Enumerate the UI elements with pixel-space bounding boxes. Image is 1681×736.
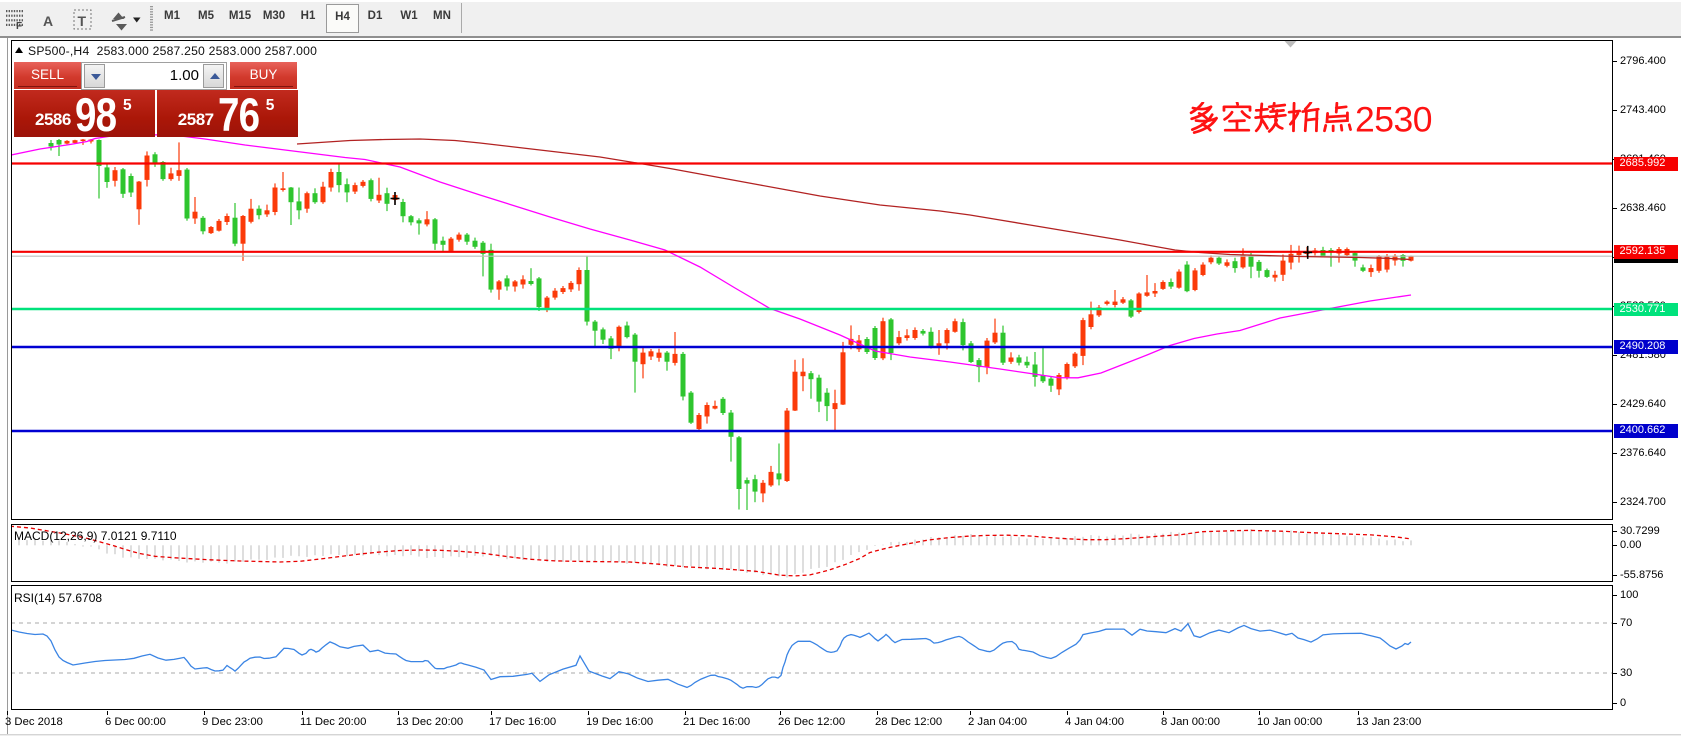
svg-text:2530: 2530 [1355, 102, 1432, 136]
svg-text:F: F [16, 21, 22, 32]
svg-text:A: A [43, 13, 53, 29]
svg-text:T: T [78, 13, 87, 29]
